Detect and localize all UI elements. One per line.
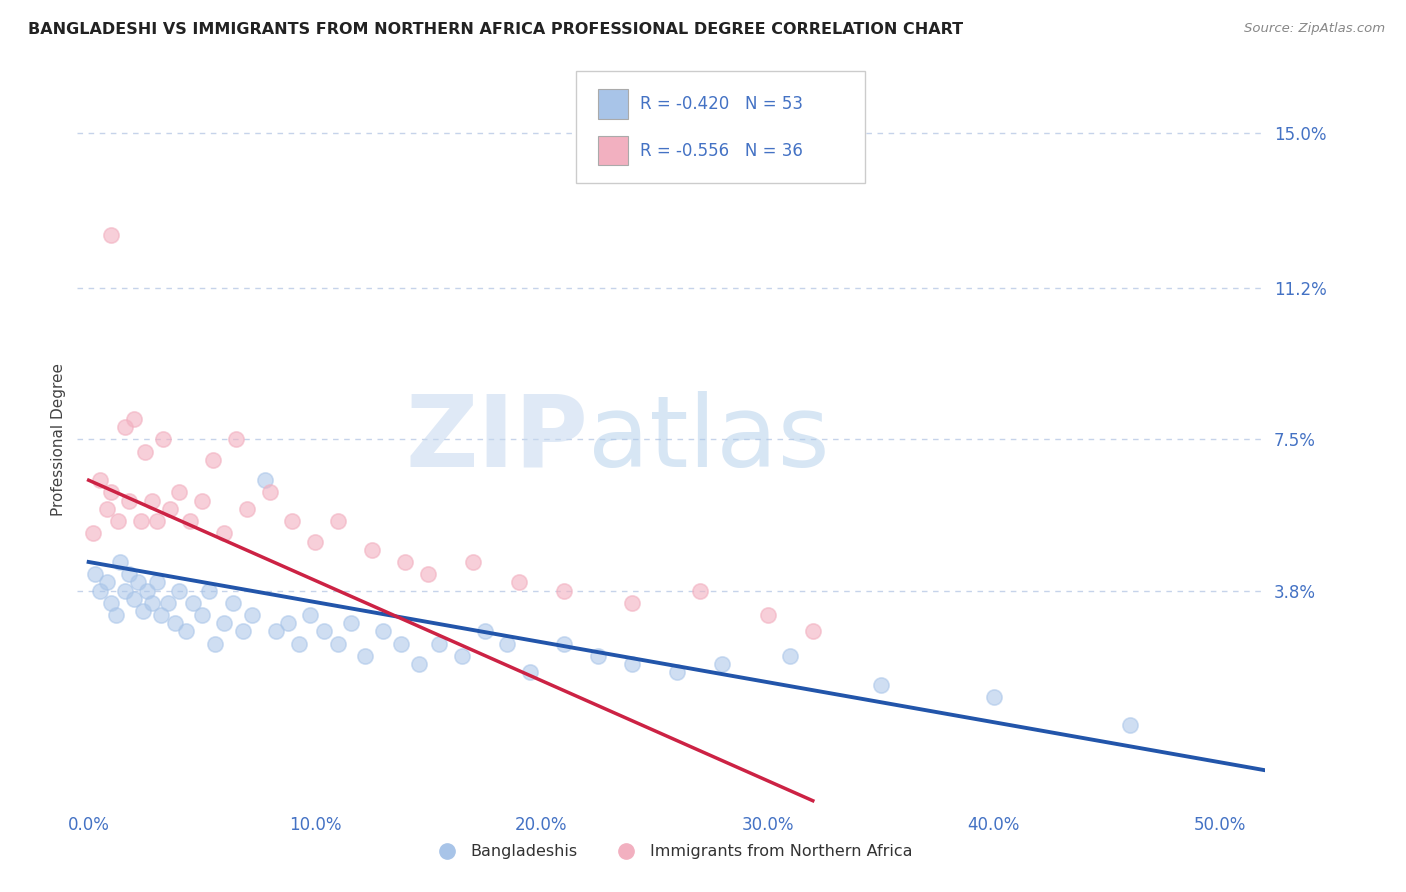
Point (299, 608, 322, 623)
Point (197, 583, 219, 598)
Point (240, 608, 263, 623)
Point (114, 420, 136, 434)
Point (129, 514, 152, 528)
Point (150, 608, 173, 623)
Point (553, 637, 575, 651)
Point (463, 555, 485, 569)
Text: R = -0.420   N = 53: R = -0.420 N = 53 (640, 95, 803, 113)
Point (451, 648, 474, 663)
Point (100, 485, 122, 500)
Text: BANGLADESHI VS IMMIGRANTS FROM NORTHERN AFRICA PROFESSIONAL DEGREE CORRELATION C: BANGLADESHI VS IMMIGRANTS FROM NORTHERN … (28, 22, 963, 37)
Point (474, 624, 496, 639)
Point (145, 514, 167, 528)
Point (191, 608, 214, 623)
Point (496, 637, 519, 651)
Point (586, 648, 609, 663)
Point (304, 534, 326, 549)
Point (89, 583, 111, 598)
Point (214, 616, 236, 631)
Point (156, 596, 179, 610)
Point (620, 596, 643, 610)
Point (312, 624, 335, 639)
Point (553, 583, 575, 598)
Point (1118, 718, 1140, 732)
Point (167, 485, 190, 500)
Point (100, 596, 122, 610)
Point (141, 493, 163, 508)
Point (163, 616, 186, 631)
Point (353, 648, 375, 663)
Point (179, 514, 201, 528)
Point (96, 575, 118, 590)
Point (711, 657, 734, 672)
Point (127, 575, 149, 590)
Point (429, 637, 451, 651)
Point (508, 575, 530, 590)
Point (371, 624, 394, 639)
Point (340, 616, 363, 631)
Point (191, 493, 214, 508)
Point (281, 514, 304, 528)
Point (204, 637, 226, 651)
Point (326, 514, 349, 528)
Point (107, 514, 129, 528)
Point (110, 555, 132, 569)
Point (360, 542, 382, 557)
Point (231, 624, 253, 639)
Point (779, 648, 801, 663)
Point (118, 567, 141, 582)
Point (983, 690, 1005, 704)
Text: ZIP: ZIP (405, 391, 588, 488)
Point (254, 473, 277, 487)
Point (214, 526, 236, 541)
Point (620, 657, 643, 672)
Point (145, 575, 167, 590)
Point (259, 485, 281, 500)
Point (666, 665, 689, 680)
Text: R = -0.556   N = 36: R = -0.556 N = 36 (640, 142, 803, 160)
Point (408, 657, 430, 672)
Point (869, 678, 891, 692)
Point (167, 583, 190, 598)
Point (122, 591, 145, 606)
Point (519, 665, 541, 680)
Point (132, 604, 155, 618)
Point (756, 608, 779, 623)
Legend: Bangladeshis, Immigrants from Northern Africa: Bangladeshis, Immigrants from Northern A… (425, 838, 918, 865)
Point (159, 501, 181, 516)
Point (416, 567, 439, 582)
Point (141, 596, 163, 610)
Point (394, 555, 416, 569)
Point (122, 412, 145, 426)
Point (225, 433, 247, 447)
Text: atlas: atlas (588, 391, 830, 488)
Point (288, 637, 311, 651)
Point (236, 501, 259, 516)
Point (96, 501, 118, 516)
Text: Source: ZipAtlas.com: Source: ZipAtlas.com (1244, 22, 1385, 36)
Point (689, 583, 711, 598)
Point (222, 596, 245, 610)
Point (82, 526, 104, 541)
Point (104, 608, 127, 623)
Point (174, 624, 197, 639)
Point (181, 596, 204, 610)
Point (202, 452, 225, 467)
Point (389, 637, 412, 651)
Point (89, 473, 111, 487)
Point (100, 227, 122, 242)
Point (134, 444, 156, 458)
Point (326, 637, 349, 651)
Point (118, 493, 141, 508)
Point (277, 616, 299, 631)
Point (84, 567, 107, 582)
Y-axis label: Professional Degree: Professional Degree (51, 363, 66, 516)
Point (801, 624, 824, 639)
Point (266, 624, 288, 639)
Point (136, 583, 159, 598)
Point (114, 583, 136, 598)
Point (152, 433, 174, 447)
